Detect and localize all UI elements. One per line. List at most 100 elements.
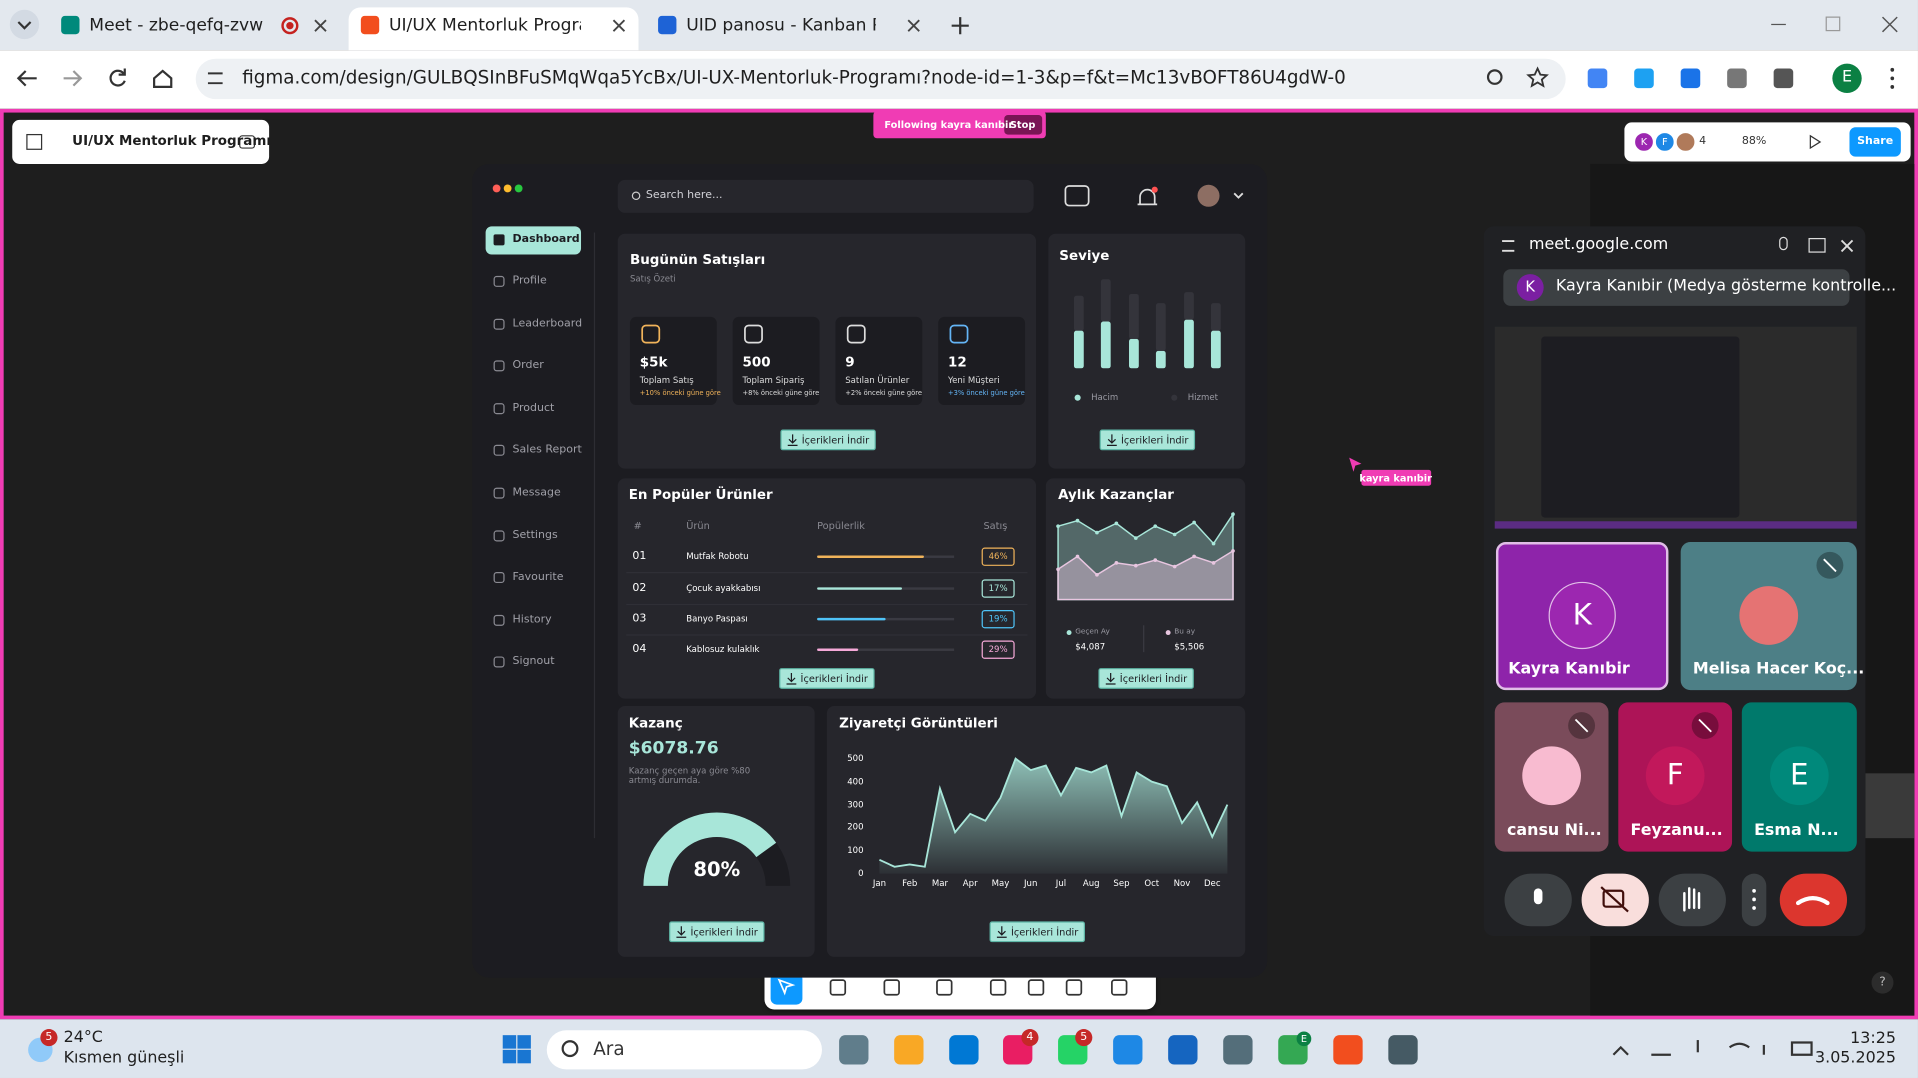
download-button[interactable] xyxy=(1098,668,1194,689)
window-dot xyxy=(503,184,512,193)
taskbar-app[interactable] xyxy=(894,1035,924,1065)
share-button[interactable] xyxy=(1849,127,1901,157)
menu-item[interactable]: Product xyxy=(512,402,555,415)
temperature[interactable]: 24°C xyxy=(63,1028,103,1047)
sales-badge xyxy=(981,640,1015,659)
download-label[interactable]: İçerikleri İndir xyxy=(800,672,868,684)
menu-icon xyxy=(493,360,505,372)
weather[interactable]: Kısmen güneşli xyxy=(63,1049,185,1068)
search-box[interactable] xyxy=(617,179,1034,213)
menu-item[interactable]: Profile xyxy=(512,275,547,288)
menu-item[interactable]: History xyxy=(512,614,552,627)
chrome-badge xyxy=(1296,1031,1312,1047)
download-label[interactable]: İçerikleri İndir xyxy=(1119,672,1188,684)
recording-icon xyxy=(281,17,299,35)
collaborator-initial: F xyxy=(1661,136,1668,148)
menu-item[interactable]: Sales Report xyxy=(512,443,582,457)
menu-item[interactable]: Order xyxy=(512,359,544,372)
menu-item[interactable]: Signout xyxy=(512,655,555,668)
menu-item[interactable]: Favourite xyxy=(512,571,564,584)
monthly-point xyxy=(1133,563,1138,568)
download-label[interactable]: İçerikleri İndir xyxy=(801,434,870,446)
legend-label: Hizmet xyxy=(1187,392,1219,403)
collaborator-cursor xyxy=(1349,457,1362,472)
stat-value: 9 xyxy=(845,354,855,371)
taskbar-app[interactable] xyxy=(1333,1035,1363,1065)
help-label[interactable]: ? xyxy=(1879,975,1886,989)
menu-item[interactable]: Settings xyxy=(512,529,558,542)
taskbar-app[interactable] xyxy=(839,1035,869,1065)
download-button[interactable] xyxy=(989,921,1085,943)
x-tick-label: Jan xyxy=(872,878,887,889)
menu-icon xyxy=(493,530,505,542)
collaborator-avatar xyxy=(1633,131,1655,153)
popularity-bar xyxy=(817,648,859,651)
participant-tile xyxy=(1495,542,1669,691)
legend-label: Hacim xyxy=(1091,392,1119,403)
forward-button xyxy=(63,70,83,87)
rank: 02 xyxy=(632,582,647,595)
taskbar-app[interactable] xyxy=(949,1035,979,1065)
hand-icon xyxy=(1683,887,1701,912)
legend-total: $4,087 xyxy=(1075,642,1106,653)
taskbar-app[interactable] xyxy=(1388,1035,1418,1065)
profile-initial[interactable]: E xyxy=(1842,67,1853,87)
legend-label: Bu ay xyxy=(1174,627,1196,636)
download-label[interactable]: İçerikleri İndir xyxy=(690,926,758,938)
taskbar-app[interactable] xyxy=(1223,1035,1253,1065)
stop-label[interactable]: Stop xyxy=(1009,119,1036,131)
muted-icon xyxy=(1574,718,1589,733)
stat-icon xyxy=(641,324,661,344)
start-logo xyxy=(502,1049,517,1064)
taskbar-search[interactable] xyxy=(546,1030,822,1070)
url[interactable]: figma.com/design/GULBQSInBFuSMqWqa5YcBx/… xyxy=(242,66,1346,89)
participant-avatar xyxy=(1769,746,1829,806)
taskbar-app[interactable] xyxy=(1113,1035,1143,1065)
share-label[interactable]: Share xyxy=(1857,135,1894,148)
download-button[interactable] xyxy=(780,429,876,451)
tab-title[interactable]: Meet - zbe-qefq-zvw xyxy=(89,15,264,36)
menu-icon xyxy=(493,487,505,499)
stop-button[interactable] xyxy=(1004,115,1043,135)
clock-time[interactable]: 13:25 xyxy=(1850,1029,1896,1049)
x-tick-label: Apr xyxy=(962,878,978,889)
sales-badge xyxy=(981,609,1015,629)
table-header: Satış xyxy=(983,520,1008,532)
tool-icon xyxy=(1027,979,1045,996)
play-icon xyxy=(1809,134,1822,150)
search-label[interactable]: Ara xyxy=(593,1038,625,1061)
active-tab[interactable] xyxy=(348,7,639,51)
download-button[interactable] xyxy=(669,921,765,943)
menu-item[interactable]: Dashboard xyxy=(512,233,580,246)
muted-icon xyxy=(1823,558,1837,573)
taskbar-app[interactable] xyxy=(1168,1035,1198,1065)
level-bar xyxy=(1210,303,1221,331)
x-tick-label: Feb xyxy=(902,878,918,889)
zoom-level[interactable]: 88% xyxy=(1741,135,1767,148)
y-tick-label: 500 xyxy=(847,753,864,764)
download-button[interactable] xyxy=(1099,429,1196,451)
card-title: Aylık Kazançlar xyxy=(1058,486,1174,503)
download-label[interactable]: İçerikleri İndir xyxy=(1010,926,1079,938)
tab-title[interactable]: UID panosu - Kanban Panosu - xyxy=(686,15,876,36)
rank: 03 xyxy=(632,612,647,626)
download-label[interactable]: İçerikleri İndir xyxy=(1121,434,1189,446)
new-tab xyxy=(951,17,969,35)
app-badge xyxy=(1021,1029,1039,1047)
menu-item[interactable]: Leaderboard xyxy=(512,317,583,331)
app-badge-label: 5 xyxy=(1080,1031,1088,1044)
tab-title[interactable]: UI/UX Mentorluk Programı – Fig xyxy=(388,15,581,36)
stat-label: Satılan Ürünler xyxy=(845,375,910,386)
clock-date[interactable]: 3.05.2025 xyxy=(1815,1049,1896,1068)
call-control[interactable] xyxy=(1658,873,1726,927)
url-box[interactable] xyxy=(195,58,1566,100)
stat-value: 500 xyxy=(742,354,771,371)
download-button[interactable] xyxy=(779,668,875,689)
search-placeholder[interactable]: Search here... xyxy=(645,189,723,202)
card-title: Bugünün Satışları xyxy=(629,251,766,268)
profile-avatar xyxy=(1832,63,1862,93)
x-tick-label: Mar xyxy=(931,878,949,889)
monthly-point xyxy=(1153,524,1158,528)
menu-item[interactable]: Message xyxy=(512,486,561,500)
